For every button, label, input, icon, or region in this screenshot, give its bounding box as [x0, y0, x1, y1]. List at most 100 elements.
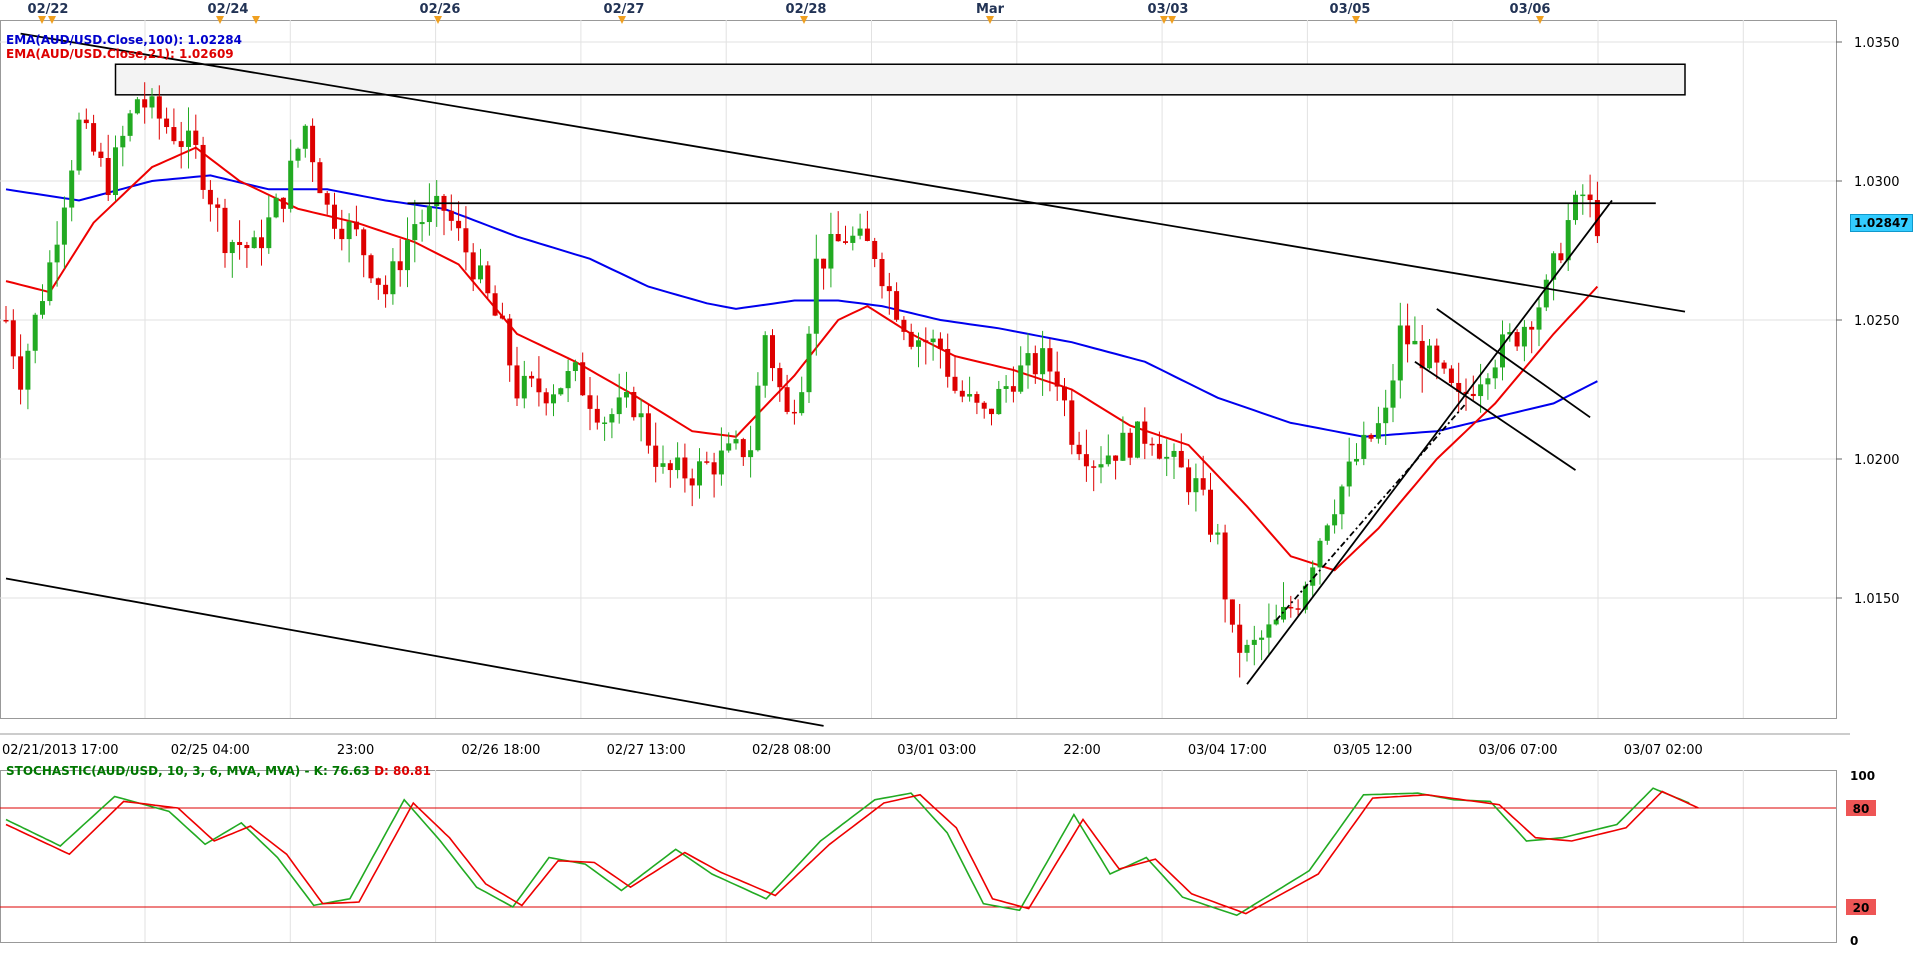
candle-body [653, 445, 659, 467]
candle-body [448, 210, 454, 221]
candle-body [1397, 325, 1403, 381]
candle-body [660, 463, 666, 467]
candle-body [1375, 423, 1381, 439]
candle-body [835, 233, 841, 242]
date-marker-icon [1536, 16, 1544, 24]
candle-body [1076, 444, 1082, 455]
candle-body [3, 320, 9, 322]
candle-body [244, 245, 250, 249]
candle-body [529, 375, 535, 379]
candle-body [770, 335, 775, 369]
candle-body [1580, 194, 1586, 197]
candle-body [1098, 464, 1104, 468]
candle-body [470, 252, 476, 280]
stochastic-y-tick-label: 0 [1850, 934, 1858, 948]
candle-body [215, 204, 221, 208]
candle-body [602, 422, 608, 424]
candle-body [959, 390, 965, 397]
candle-body [485, 265, 491, 294]
candle-body [142, 99, 148, 108]
candle-body [1587, 194, 1593, 201]
candle-body [1113, 455, 1119, 461]
candle-body [989, 408, 994, 415]
drawn-trendlines [5, 32, 1686, 727]
candle-body [1105, 455, 1111, 465]
y-tick-label: 1.0350 [1854, 36, 1900, 51]
candle-body [1521, 326, 1527, 347]
ema-lines [5, 146, 1599, 572]
candle-body [864, 228, 870, 241]
candle-body [609, 414, 615, 423]
stochastic-level-badge [1846, 899, 1876, 915]
candle-body [740, 439, 746, 458]
candle-body [872, 240, 878, 259]
date-marker-label: 02/28 [786, 2, 827, 17]
candle-body [1222, 532, 1228, 600]
candle-body [1427, 345, 1432, 369]
legend-ema21: EMA(AUD/USD.Close,21): 1.02609 [6, 47, 234, 61]
candle-body [280, 197, 286, 209]
candle-body [434, 195, 440, 207]
candle-body [1448, 368, 1454, 383]
date-marker-icon [38, 16, 46, 24]
axes: 1.0350 1.0300 1.0250 1.0200 1.0150 02/21/2013… [0, 2, 1900, 758]
x-tick-label: 03/05 12:00 [1333, 743, 1412, 758]
candle-body [390, 261, 396, 295]
candle-body [682, 457, 688, 479]
x-tick-label: 23:00 [337, 743, 374, 758]
candle-body [375, 278, 381, 285]
candle-body [47, 262, 53, 302]
candle-body [1237, 624, 1243, 653]
candle-body [412, 224, 418, 241]
x-tick-label: 02/21/2013 17:00 [2, 743, 119, 758]
candle-body [310, 125, 316, 163]
candle-body [1047, 348, 1053, 372]
candle-body [266, 217, 272, 249]
stochastic-panel-frame [0, 770, 1837, 943]
candle-body [1558, 253, 1564, 261]
candle-body [178, 141, 184, 147]
candle-body [1083, 454, 1089, 467]
candle-body [697, 461, 702, 486]
candle-body [426, 206, 432, 223]
candle-body [733, 439, 739, 444]
candle-body [1354, 458, 1359, 462]
candle-body [1390, 380, 1396, 408]
candle-body [1302, 585, 1308, 610]
candle-body [813, 258, 819, 334]
candle-body [273, 197, 279, 218]
candle-body [507, 318, 513, 366]
candle-body [237, 242, 243, 246]
candle-body [156, 96, 162, 119]
candle-body [134, 99, 140, 114]
date-marker-icon [1352, 16, 1360, 24]
candle-body [616, 397, 622, 415]
candle-body [419, 222, 425, 225]
candle-body [1332, 514, 1338, 526]
candle-body [1594, 200, 1600, 237]
candle-body [10, 320, 16, 357]
candle-body [1470, 393, 1476, 397]
candle-body [1383, 407, 1389, 424]
y-tick-label: 1.0250 [1854, 314, 1900, 329]
candle-body [901, 319, 907, 332]
candle-body [1186, 467, 1192, 493]
candle-body [1032, 353, 1038, 375]
candle-body [580, 362, 586, 396]
stochastic-legend: STOCHASTIC(AUD/USD, 10, 3, 6, MVA, MVA) … [6, 764, 431, 778]
candle-body [908, 331, 914, 347]
candle-body [514, 365, 520, 399]
stochastic-k-value: K: 76.63 [313, 764, 370, 778]
candle-body [1529, 326, 1535, 330]
candle-body [397, 261, 403, 271]
y-tick-label: 1.0200 [1854, 453, 1900, 468]
candle-body [1565, 220, 1571, 261]
candle-body [383, 284, 389, 295]
candle-body [916, 340, 921, 347]
candle-body [1456, 382, 1462, 392]
candle-body [945, 348, 951, 377]
candle-body [1025, 353, 1031, 366]
candle-body [1346, 461, 1352, 487]
candle-body [193, 130, 199, 145]
